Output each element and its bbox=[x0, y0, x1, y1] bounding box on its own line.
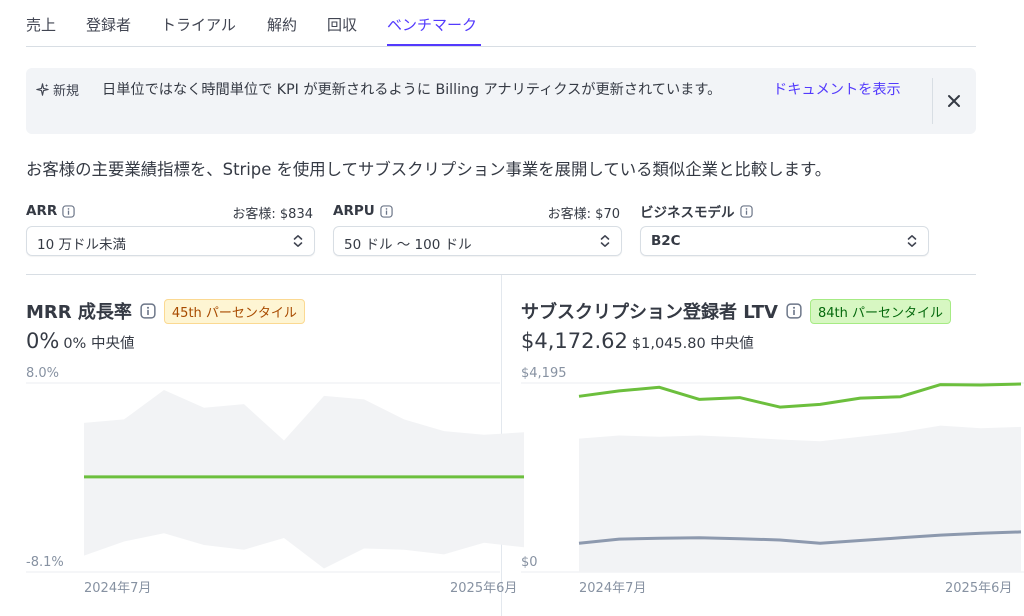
filter-arpu-label-row: ARPU bbox=[333, 202, 622, 220]
chevron-up-down-icon bbox=[600, 235, 610, 247]
chevron-up-down-icon bbox=[907, 235, 917, 247]
arpu-select-value: 50 ドル 〜 100 ドル bbox=[344, 237, 472, 253]
mrr-percentile-badge: 45th パーセンタイル bbox=[163, 298, 305, 324]
info-icon[interactable] bbox=[140, 303, 156, 319]
ltv-y-min-label: $0 bbox=[521, 555, 538, 570]
filter-arr-label: ARR bbox=[26, 203, 58, 219]
business-model-select-value: B2C bbox=[651, 233, 681, 249]
mrr-growth-value: 0% bbox=[26, 329, 60, 353]
arr-select-value: 10 万ドル未満 bbox=[37, 237, 126, 253]
active-tab-indicator bbox=[387, 44, 481, 46]
ltv-x-start-label: 2024年7月 bbox=[579, 581, 647, 596]
mrr-peer-range-band bbox=[84, 390, 524, 569]
tab-recovery[interactable]: 回収 bbox=[327, 16, 358, 34]
info-icon[interactable] bbox=[380, 204, 393, 218]
ltv-x-end-label: 2025年6月 bbox=[945, 581, 1013, 596]
update-banner: 新規 日単位ではなく時間単位で KPI が更新されるように Billing アナ… bbox=[26, 68, 976, 134]
tab-trials[interactable]: トライアル bbox=[161, 16, 236, 34]
filter-business-model-label: ビジネスモデル bbox=[640, 205, 735, 221]
mrr-y-min-label: -8.1% bbox=[26, 555, 64, 570]
mrr-growth-title: MRR 成長率 bbox=[26, 302, 132, 323]
section-divider bbox=[26, 274, 976, 275]
ltv-title: サブスクリプション登録者 LTV bbox=[521, 302, 778, 323]
tab-subscribers[interactable]: 登録者 bbox=[86, 16, 132, 34]
mrr-x-end-label: 2025年6月 bbox=[450, 581, 518, 596]
mrr-y-max-label: 8.0% bbox=[26, 366, 60, 381]
ltv-median: $1,045.80 中央値 bbox=[631, 336, 754, 352]
info-icon[interactable] bbox=[739, 204, 753, 218]
view-docs-link[interactable]: ドキュメントを表示 bbox=[773, 82, 901, 98]
filter-business-model-label-row: ビジネスモデル bbox=[640, 202, 929, 221]
filter-arpu-yours: お客様: $70 bbox=[547, 207, 620, 222]
arr-select[interactable]: 10 万ドル未満 bbox=[26, 226, 315, 256]
ltv-values: $4,172.62 $1,045.80 中央値 bbox=[521, 329, 754, 353]
ltv-y-max-label: $4,195 bbox=[521, 366, 567, 381]
tab-benchmarks[interactable]: ベンチマーク bbox=[387, 16, 478, 34]
business-model-select[interactable]: B2C bbox=[640, 226, 929, 256]
ltv-peer-range-band bbox=[579, 425, 1021, 572]
mrr-x-start-label: 2024年7月 bbox=[84, 581, 152, 596]
filter-arr: ARR お客様: $834 10 万ドル未満 bbox=[26, 202, 315, 256]
tab-sales[interactable]: 売上 bbox=[26, 16, 57, 34]
mrr-growth-values: 0% 0% 中央値 bbox=[26, 329, 134, 353]
tab-churn[interactable]: 解約 bbox=[267, 16, 298, 34]
filter-business-model: ビジネスモデル B2C bbox=[640, 202, 929, 256]
ltv-value: $4,172.62 bbox=[521, 329, 628, 353]
filter-arr-label-row: ARR bbox=[26, 202, 315, 220]
mrr-growth-median: 0% 中央値 bbox=[63, 336, 135, 352]
new-tag: 新規 bbox=[36, 80, 79, 99]
filter-arr-yours: お客様: $834 bbox=[232, 207, 313, 222]
ltv-your-line bbox=[578, 382, 1022, 409]
ltv-median-line bbox=[578, 530, 1022, 545]
intro-text: お客様の主要業績指標を、Stripe を使用してサブスクリプション事業を展開して… bbox=[26, 160, 832, 179]
chevron-up-down-icon bbox=[293, 235, 303, 247]
close-icon[interactable] bbox=[944, 91, 964, 111]
banner-message: 日単位ではなく時間単位で KPI が更新されるように Billing アナリティ… bbox=[102, 82, 722, 98]
new-tag-label: 新規 bbox=[53, 84, 80, 99]
info-icon[interactable] bbox=[786, 303, 802, 319]
ltv-title-row: サブスクリプション登録者 LTV 84th パーセンタイル bbox=[521, 298, 951, 324]
ltv-percentile-badge: 84th パーセンタイル bbox=[809, 298, 951, 324]
tab-bar: 売上 登録者 トライアル 解約 回収 ベンチマーク bbox=[26, 0, 976, 47]
arpu-select[interactable]: 50 ドル 〜 100 ドル bbox=[333, 226, 622, 256]
filter-arpu: ARPU お客様: $70 50 ドル 〜 100 ドル bbox=[333, 202, 622, 256]
info-icon[interactable] bbox=[62, 204, 75, 218]
filter-arpu-label: ARPU bbox=[333, 203, 375, 219]
mrr-growth-title-row: MRR 成長率 45th パーセンタイル bbox=[26, 298, 305, 324]
sparkle-icon bbox=[36, 83, 49, 96]
banner-divider bbox=[932, 78, 933, 124]
